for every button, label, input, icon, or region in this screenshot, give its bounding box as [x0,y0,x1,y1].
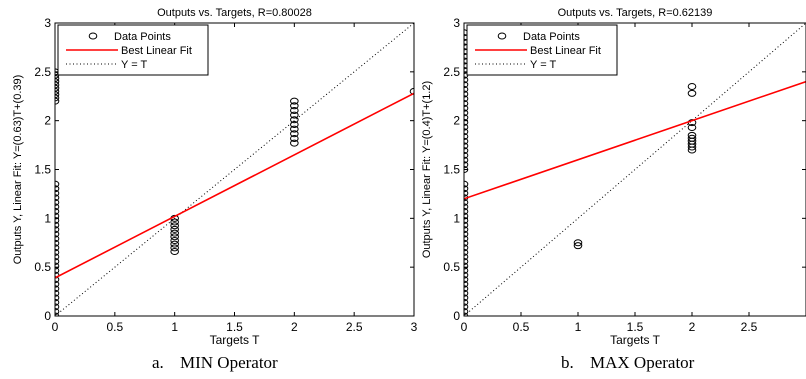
y-tick-label: 0.5 [443,260,460,274]
chart-title: Outputs vs. Targets, R=0.80028 [157,7,312,19]
data-point [290,134,299,142]
x-tick-label: 0.5 [106,320,123,334]
y-tick-label: 2.5 [34,65,51,79]
x-tick-label: 1 [575,320,582,334]
y-tick-label: 0 [44,309,51,323]
data-point [170,225,179,233]
data-point [290,111,299,119]
x-tick-label: 0 [461,320,468,334]
data-point [290,97,299,105]
caption-b-letter: b. [561,353,574,372]
x-tick-label: 1.5 [627,320,644,334]
y-tick-label: 3 [44,16,51,30]
y-tick-label: 1.5 [34,163,51,177]
caption-a-text: MIN Operator [180,353,278,372]
x-tick-label: 2 [291,320,298,334]
legend-entry: Data Points [114,31,171,43]
caption-b-text: MAX Operator [590,353,695,372]
x-tick-label: 2 [689,320,696,334]
data-point [409,87,414,95]
x-tick-label: 2.5 [741,320,758,334]
data-point [290,125,299,133]
y-tick-label: 3 [453,16,460,30]
y-tick-label: 0 [453,309,460,323]
data-point [170,218,179,226]
legend-entry: Best Linear Fit [121,45,192,57]
identity-line [55,23,414,316]
data-point [170,240,179,248]
legend-marker-data-points [88,32,98,40]
y-tick-label: 2 [453,114,460,128]
x-axis-label: Targets T [610,333,660,347]
data-point [170,244,179,252]
caption-a-letter: a. [152,353,164,372]
data-point [290,139,299,147]
legend-entry: Best Linear Fit [530,45,601,57]
data-point [170,236,179,244]
y-axis-label: Outputs Y, Linear Fit: Y=(0.63)T+(0.39) [12,75,24,265]
data-point [170,222,179,230]
x-tick-label: 2.5 [346,320,363,334]
data-point [573,239,583,247]
best-fit-line [55,92,414,279]
legend-marker-data-points [497,32,507,40]
data-point [290,106,299,114]
identity-line [464,23,806,316]
data-point [290,116,299,124]
data-point [687,124,697,132]
x-tick-label: 0 [52,320,59,334]
data-point [687,131,697,139]
y-tick-label: 1 [453,211,460,225]
data-point [170,229,179,237]
legend-entry: Data Points [523,31,580,43]
x-tick-label: 3 [411,320,418,334]
y-axis-label: Outputs Y, Linear Fit: Y=(0.4)T+(1.2) [421,81,433,258]
chart-title: Outputs vs. Targets, R=0.62139 [558,7,713,19]
y-tick-label: 1.5 [443,163,460,177]
data-point [687,134,697,142]
y-tick-label: 1 [44,211,51,225]
x-tick-label: 0.5 [513,320,530,334]
legend: Data Points Best Linear Fit Y = T [466,24,618,76]
data-point [290,120,299,128]
y-tick-label: 2 [44,114,51,128]
legend-entry: Y = T [530,59,556,71]
data-point [573,242,583,250]
x-tick-label: 1 [171,320,178,334]
data-point [170,248,179,256]
data-point [687,89,697,97]
y-tick-label: 2.5 [443,65,460,79]
x-tick-label: 1.5 [226,320,243,334]
legend-entry: Y = T [121,59,147,71]
data-point [170,233,179,241]
y-tick-label: 0.5 [34,260,51,274]
data-point [290,130,299,138]
chart-max-operator: 0 0.5 1 1.5 2 2.5 0 0.5 1 1.5 2 2.5 3 Outputs vs. Tar… [421,7,806,347]
data-point [687,82,697,90]
legend: Data Points Best Linear Fit Y = T [57,24,209,76]
x-axis-label: Targets T [210,333,260,347]
data-point [290,102,299,110]
chart-min-operator: 0 0.5 1 1.5 2 2.5 3 0 0.5 1 1.5 2 2.5 3 Outputs vs. Ta… [12,7,418,347]
best-fit-line [464,80,806,200]
